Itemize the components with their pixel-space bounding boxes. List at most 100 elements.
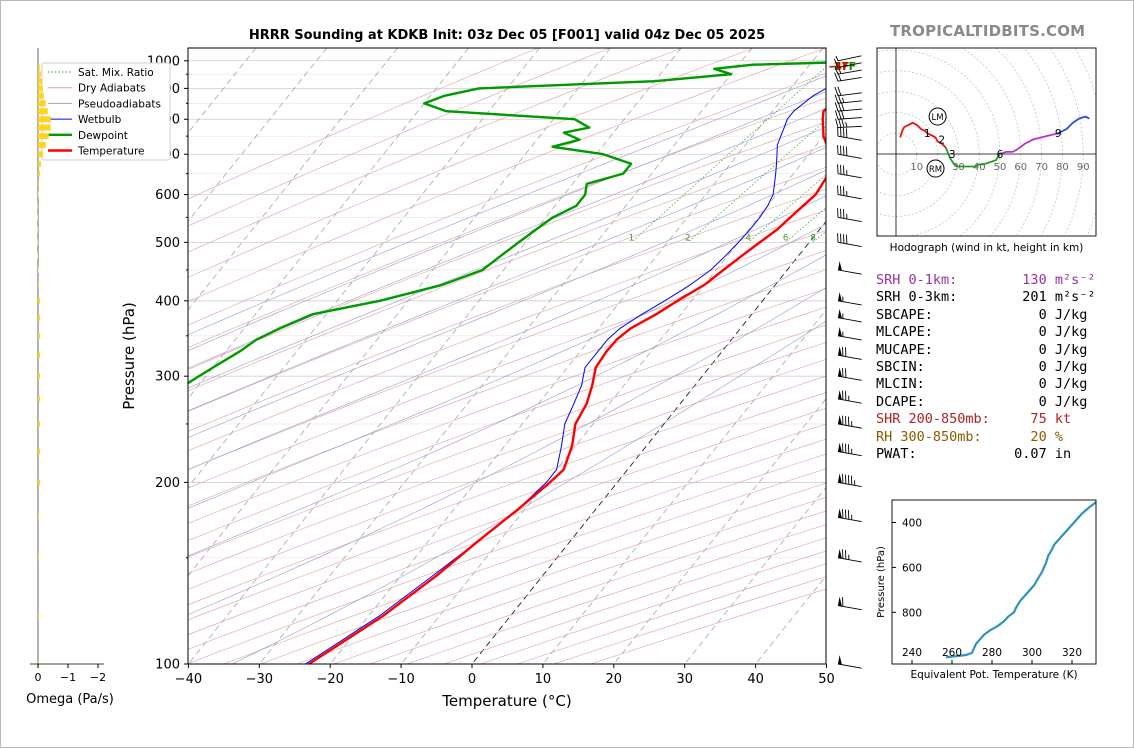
omega-bar [38, 142, 46, 149]
omega-bar [38, 124, 51, 131]
dry-adiabat [188, 306, 826, 541]
index-label: MLCAPE: [876, 324, 990, 341]
omega-tick-label: −2 [90, 671, 106, 684]
legend-label: Sat. Mix. Ratio [78, 67, 154, 79]
omega-bar [38, 160, 41, 167]
wind-barb [837, 261, 862, 275]
wind-barb-staff [837, 663, 862, 669]
wind-barb-half [842, 331, 844, 337]
x-tick-label: 10 [535, 672, 552, 687]
wind-barb-full [845, 416, 847, 426]
legend-label: Temperature [77, 146, 145, 158]
legend-label: Pseudoadiabats [78, 98, 161, 110]
wind-barb-shape [837, 596, 862, 611]
wind-barb-pennant [838, 415, 842, 425]
storm-motion-label: RM [929, 165, 942, 175]
wind-barb-shape [837, 144, 862, 159]
moist-adiabat [188, 223, 826, 509]
mixing-ratio-label: 2 [685, 233, 690, 243]
wind-barb-full [835, 118, 839, 128]
x-tick-label: 50 [818, 672, 835, 687]
wind-barb-pennant [838, 390, 842, 400]
dry-adiabat [188, 188, 826, 432]
wind-barb-full [834, 110, 839, 120]
index-value: 0 [989, 358, 1047, 375]
chart-title: HRRR Sounding at KDKB Init: 03z Dec 05 [… [249, 28, 765, 43]
wind-barb [837, 308, 862, 323]
wind-barb-full [837, 185, 839, 195]
index-label: SBCIN: [876, 358, 990, 375]
omega-bar [38, 281, 39, 288]
brand-label: TROPICALTIDBITS.COM [890, 22, 1086, 40]
wind-barb [837, 548, 862, 563]
index-label: RH 300-850mb: [876, 428, 990, 445]
omega-tick-label: 0 [35, 671, 42, 684]
omega-bar [38, 613, 39, 620]
hodograph-segment [1057, 115, 1090, 135]
wind-barb-half [842, 313, 844, 319]
index-label: SHR 200-850mb: [876, 411, 990, 428]
wind-barb-staff [837, 77, 862, 82]
wind-barb-full [843, 165, 845, 175]
wind-barb-full [842, 509, 844, 519]
wind-barb-full [837, 110, 842, 120]
wind-barb-half [842, 97, 845, 103]
theta-e-y-tick-label: 400 [902, 517, 922, 529]
hodograph-segment [999, 132, 1059, 155]
wind-barb-full [850, 475, 853, 485]
omega-bar [38, 180, 39, 187]
mixing-ratio-line [861, 48, 1097, 242]
omega-bar [38, 133, 49, 140]
wind-barb-pennant [838, 326, 842, 337]
moist-adiabat [188, 147, 826, 412]
isotherm [542, 309, 826, 664]
wind-barb-pennant [838, 508, 842, 519]
wind-barb-full [834, 72, 839, 82]
wind-barb-full [842, 415, 844, 425]
dry-adiabat [188, 250, 826, 489]
index-value: 130 [989, 272, 1047, 288]
index-unit: % [1046, 428, 1063, 445]
wind-barb-full [842, 346, 844, 357]
wind-barb-staff [837, 354, 862, 360]
dry-adiabat [188, 121, 826, 370]
wind-barb-staff [837, 194, 862, 200]
hodograph-plot: 10203040506070809012369LMRM [877, 48, 1096, 236]
wind-barb-full [834, 94, 839, 104]
wetbulb-line [305, 87, 826, 664]
y-axis-label: Pressure (hPa) [120, 302, 138, 410]
wind-barb-half [845, 122, 848, 128]
moist-adiabat [231, 320, 826, 664]
storm-motion-marker [928, 107, 947, 126]
wind-barb-full [845, 509, 847, 519]
omega-bar [38, 395, 40, 402]
index-row: PWAT: 0.07 in [876, 446, 1095, 463]
storm-motion-label: LM [932, 113, 944, 123]
wind-barb-shape [837, 655, 862, 669]
wind-barb-full [840, 233, 842, 243]
skewt-plot: 1 2 4 6 8 10 13 16 20 24 30 36 [188, 48, 1097, 664]
wind-barb-staff [837, 55, 862, 62]
wind-barb-staff [837, 153, 862, 159]
wind-barb-shape [837, 208, 862, 223]
wind-barb-shape [833, 58, 862, 68]
dry-adiabat [188, 375, 826, 606]
y-tick-label: 100 [155, 658, 180, 673]
wind-barb-full [840, 208, 842, 218]
hodograph-height-label: 9 [1055, 128, 1062, 140]
wind-barb [835, 118, 862, 129]
wind-barb-half [851, 448, 853, 454]
hodograph-ring-label: 90 [1077, 162, 1090, 173]
wind-barb-full [838, 118, 842, 128]
dry-adiabat [188, 408, 826, 636]
wind-barb-staff [837, 269, 862, 275]
wind-barb-pennant [838, 548, 842, 559]
mixing-ratio-line [631, 66, 826, 243]
omega-bar [38, 448, 40, 455]
wind-barb [837, 185, 862, 200]
y-tick-label: 400 [155, 294, 180, 309]
wind-barb-shape [837, 346, 862, 360]
hodograph-ring-label: 80 [1056, 162, 1069, 173]
omega-bar [38, 151, 43, 158]
theta-e-x-tick-label: 320 [1062, 647, 1082, 659]
